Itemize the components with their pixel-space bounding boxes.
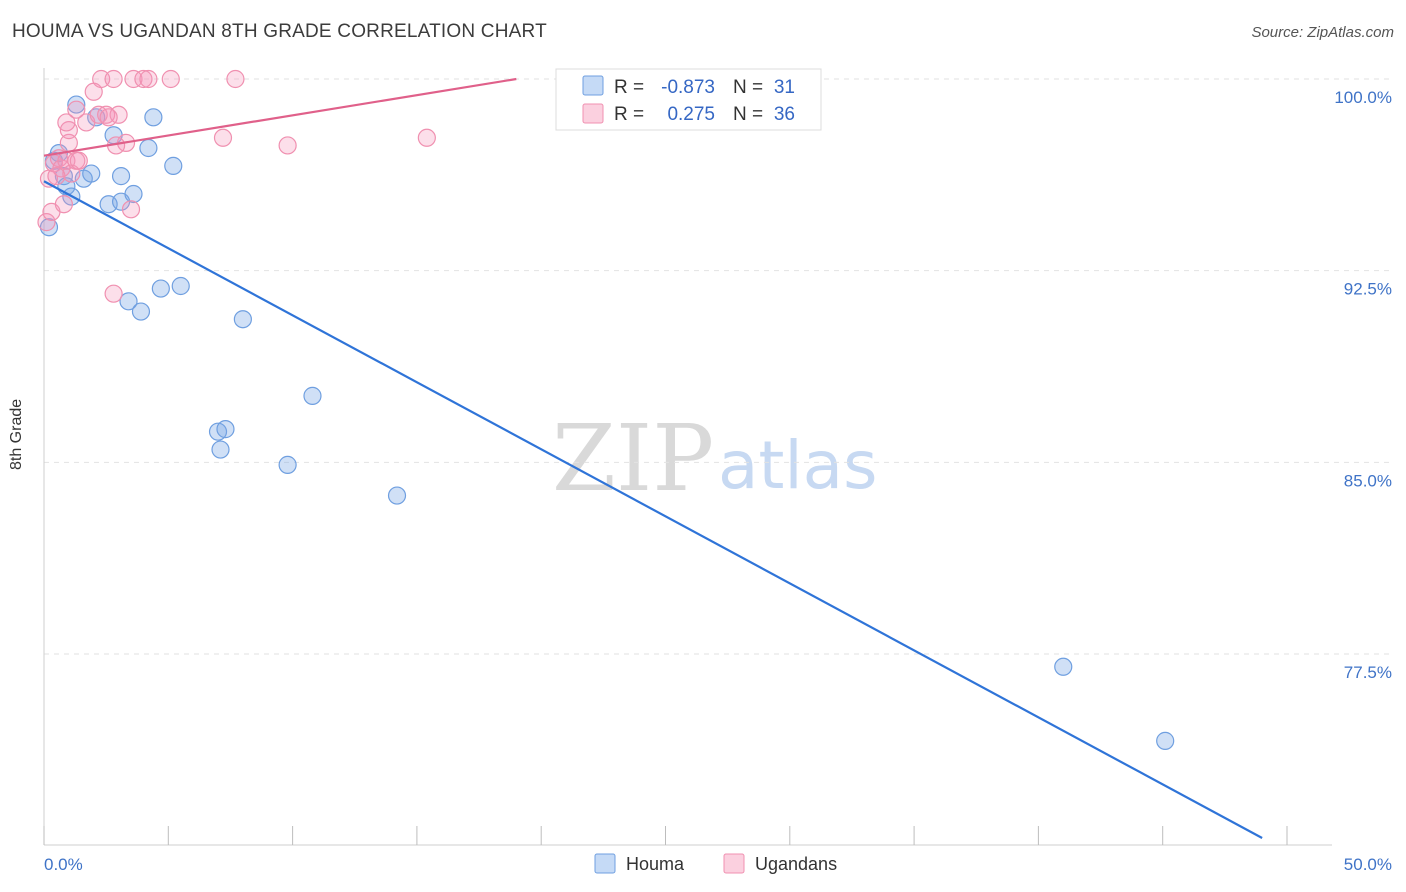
ugandans-point (139, 69, 158, 89)
ugandans-n-label: N = (733, 104, 763, 125)
houma-point (216, 420, 235, 439)
x-ticks (43, 826, 1288, 845)
x-tick-label-min: 0.0% (44, 855, 83, 874)
ugandans-point (104, 284, 123, 303)
y-tick-label: 100.0% (1334, 88, 1392, 107)
houma-point (211, 440, 230, 459)
watermark-atlas: atlas (718, 427, 878, 504)
houma-r-label: R = (614, 77, 644, 98)
houma-point (303, 386, 322, 405)
houma-point (1156, 731, 1175, 750)
ugandans-point (37, 213, 56, 232)
houma-point (1054, 657, 1073, 676)
stats-legend: R = -0.873 N = 31 R = 0.275 N = 36 (555, 68, 822, 131)
y-tick-label: 85.0% (1344, 471, 1392, 490)
ugandans-point (121, 200, 141, 219)
chart-title: HOUMA VS UGANDAN 8TH GRADE CORRELATION C… (12, 21, 547, 42)
houma-point (111, 167, 131, 186)
legend-houma-swatch (594, 853, 616, 874)
houma-point (171, 276, 190, 296)
y-tick-label: 92.5% (1344, 280, 1392, 299)
houma-point (387, 486, 407, 505)
y-tick-label: 77.5% (1344, 663, 1392, 682)
houma-n-label: N = (733, 77, 763, 98)
y-tick-labels: 100.0% 92.5% 85.0% 77.5% (1334, 88, 1392, 682)
ugandans-point (124, 69, 143, 89)
ugandans-point (67, 100, 86, 119)
x-tick-label-max: 50.0% (1344, 855, 1392, 874)
ugandans-point (213, 128, 233, 147)
source-credit: Source: ZipAtlas.com (1251, 24, 1394, 41)
houma-point (131, 302, 151, 321)
ugandans-point (99, 108, 118, 127)
houma-point (67, 95, 86, 114)
legend-houma-label: Houma (626, 854, 685, 874)
houma-r-value: -0.873 (661, 77, 715, 98)
legend-ugandans-swatch (723, 853, 745, 874)
houma-point (233, 310, 252, 329)
houma-point (144, 108, 163, 127)
houma-point (208, 422, 228, 441)
ugandans-point (278, 136, 297, 155)
ugandans-point (226, 69, 245, 89)
houma-point (39, 218, 59, 237)
ugandans-r-value: 0.275 (667, 104, 715, 125)
houma-point (119, 292, 138, 311)
ugandans-n-value: 36 (774, 104, 795, 125)
series-legend: Houma Ugandans (594, 853, 837, 874)
houma-point (124, 184, 143, 204)
ugandans-r-label: R = (614, 104, 644, 125)
ugandans-point (161, 69, 180, 89)
gridlines (44, 78, 1392, 655)
ugandans-swatch (582, 103, 604, 124)
ugandans-point (134, 69, 153, 89)
houma-trend-line (43, 180, 1263, 839)
ugandans-point (417, 128, 436, 147)
houma-point (151, 279, 170, 298)
ugandans-point (57, 113, 76, 132)
houma-point (139, 138, 158, 158)
ugandans-point (97, 105, 116, 124)
trend-lines (43, 77, 1263, 839)
houma-point (164, 156, 183, 175)
houma-point (278, 455, 297, 474)
data-points (37, 69, 1175, 750)
ugandans-point (104, 69, 123, 89)
watermark-zip: ZIP (552, 405, 714, 512)
legend-ugandans-label: Ugandans (755, 854, 837, 874)
houma-swatch (582, 75, 604, 96)
ugandans-point (92, 69, 111, 89)
ugandans-point (54, 195, 73, 214)
ugandans-trend-line (43, 77, 517, 157)
houma-point (82, 164, 101, 183)
ugandans-point (47, 167, 66, 186)
ugandans-point (69, 151, 88, 170)
houma-n-value: 31 (774, 77, 795, 98)
